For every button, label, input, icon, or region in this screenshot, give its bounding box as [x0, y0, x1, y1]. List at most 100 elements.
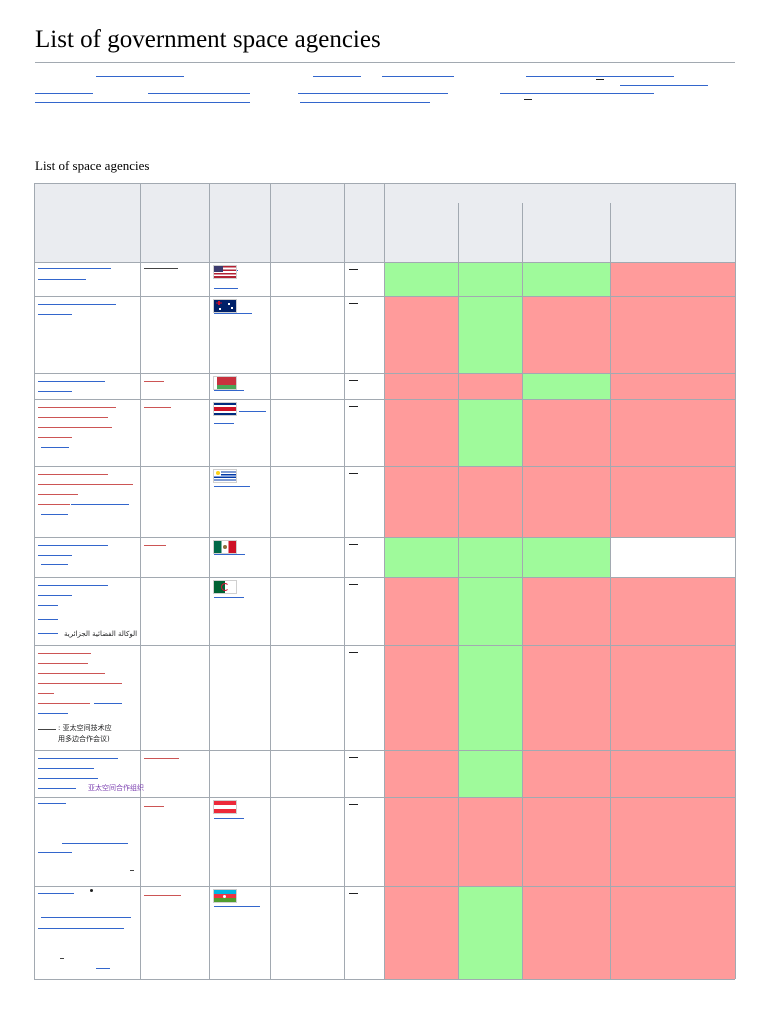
agency-link[interactable]: [144, 407, 171, 408]
agency-link[interactable]: [38, 314, 72, 315]
status-cell-no: [458, 797, 522, 886]
agency-link[interactable]: [38, 427, 112, 428]
text-mark: [60, 958, 64, 959]
agency-link[interactable]: [38, 605, 58, 606]
status-cell-no: [610, 466, 735, 537]
agency-link[interactable]: [144, 381, 164, 382]
status-cell-no: [458, 466, 522, 537]
native-name: الوكالة الفضائية الجزائرية: [64, 630, 138, 638]
agency-link[interactable]: [38, 484, 133, 485]
agency-link[interactable]: [214, 423, 234, 424]
table-row-border: [34, 797, 735, 798]
agency-link[interactable]: [41, 564, 68, 565]
agency-link[interactable]: [214, 597, 244, 598]
table-column-border: [344, 183, 345, 979]
flag-austria: [214, 801, 236, 813]
agency-link[interactable]: [38, 633, 58, 634]
title-divider: [35, 62, 735, 63]
agency-link[interactable]: [239, 411, 266, 412]
agency-link[interactable]: [38, 545, 108, 546]
status-cell-yes: [384, 537, 458, 577]
status-cell-no: [384, 750, 458, 797]
agency-link[interactable]: [214, 554, 245, 555]
agency-link[interactable]: [214, 486, 250, 487]
agency-link[interactable]: [214, 288, 238, 289]
agency-link[interactable]: [38, 893, 74, 894]
agency-link[interactable]: [38, 585, 108, 586]
native-name: : 亚太空间技术应 用多边合作会议): [58, 724, 112, 743]
flag-australia: [214, 300, 236, 312]
agency-link[interactable]: [96, 968, 110, 969]
intro-link[interactable]: [620, 85, 708, 86]
agency-link[interactable]: [38, 803, 66, 804]
agency-link[interactable]: [38, 494, 78, 495]
agency-link[interactable]: [38, 653, 91, 654]
founded-dash: [349, 269, 358, 270]
agency-link[interactable]: [38, 673, 105, 674]
flag-algeria: [214, 581, 236, 593]
agency-link[interactable]: [144, 758, 179, 759]
intro-link[interactable]: [500, 93, 654, 94]
agency-link[interactable]: [38, 268, 111, 269]
agency-link[interactable]: [38, 381, 105, 382]
intro-link[interactable]: [35, 102, 250, 103]
intro-link[interactable]: [300, 102, 430, 103]
intro-link[interactable]: [298, 93, 448, 94]
intro-link[interactable]: [382, 76, 454, 77]
status-cell-no: [610, 750, 735, 797]
agency-link[interactable]: [38, 663, 88, 664]
status-cell-yes: [522, 537, 610, 577]
agency-link[interactable]: [38, 928, 124, 929]
agency-link[interactable]: [38, 555, 72, 556]
agency-link[interactable]: [38, 693, 54, 694]
agency-link[interactable]: [38, 474, 108, 475]
agency-link[interactable]: [38, 758, 118, 759]
agency-link[interactable]: [38, 595, 72, 596]
founded-dash: [349, 652, 358, 653]
intro-link[interactable]: [148, 93, 250, 94]
table-column-border: [209, 183, 210, 979]
agency-link[interactable]: [38, 407, 116, 408]
flag-uruguay: [214, 470, 236, 482]
agency-link[interactable]: [214, 818, 244, 819]
agency-link[interactable]: [144, 545, 166, 546]
intro-link[interactable]: [96, 76, 184, 77]
agency-link[interactable]: [41, 447, 69, 448]
agency-link[interactable]: [38, 713, 68, 714]
status-cell-yes: [522, 373, 610, 399]
agency-link[interactable]: [214, 906, 260, 907]
text-mark: [90, 889, 93, 892]
agency-link[interactable]: [38, 788, 76, 789]
agency-link[interactable]: [38, 778, 98, 779]
founded-dash: [349, 804, 358, 805]
agency-link[interactable]: [38, 768, 94, 769]
agency-link[interactable]: [38, 417, 108, 418]
agency-link[interactable]: [144, 895, 181, 896]
agency-link[interactable]: [94, 703, 122, 704]
agency-link[interactable]: [71, 504, 129, 505]
status-cell-no: [610, 886, 735, 979]
agency-link[interactable]: [38, 279, 86, 280]
agency-link[interactable]: [38, 852, 72, 853]
agency-link[interactable]: [214, 313, 252, 314]
agency-link[interactable]: [62, 843, 128, 844]
intro-link[interactable]: [313, 76, 361, 77]
agency-link[interactable]: [38, 437, 72, 438]
agency-link[interactable]: [38, 304, 116, 305]
agency-link[interactable]: [38, 619, 58, 620]
table-row-border: [34, 466, 735, 467]
status-cell-yes: [522, 262, 610, 296]
intro-link[interactable]: [526, 76, 674, 77]
agency-link[interactable]: [38, 504, 70, 505]
agency-link[interactable]: [38, 683, 122, 684]
agency-link[interactable]: [41, 917, 131, 918]
agency-link[interactable]: [41, 514, 68, 515]
table-row-border: [34, 399, 735, 400]
agency-link[interactable]: [38, 703, 90, 704]
table-row-border: [34, 262, 735, 263]
intro-link[interactable]: [35, 93, 93, 94]
agency-link[interactable]: [144, 806, 164, 807]
agency-link[interactable]: [214, 390, 244, 391]
agency-link[interactable]: [38, 391, 72, 392]
table-row-border: [34, 373, 735, 374]
